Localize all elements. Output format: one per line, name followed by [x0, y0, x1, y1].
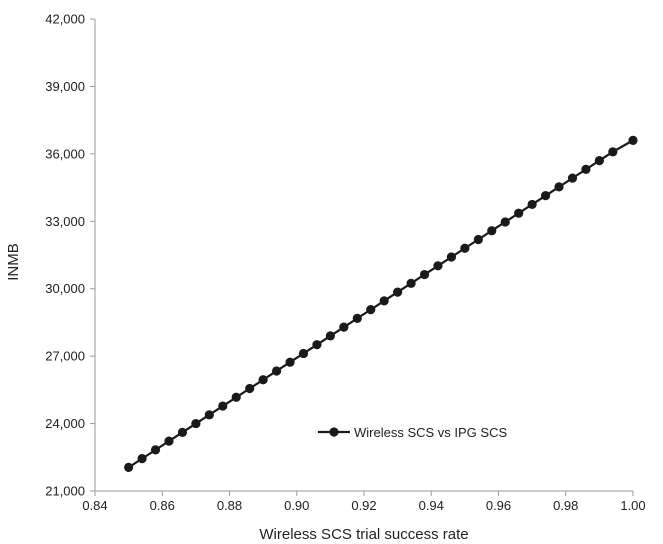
data-point	[325, 331, 335, 341]
data-point	[554, 182, 564, 192]
data-point	[527, 199, 537, 210]
y-tick-label: 42,000	[45, 12, 85, 27]
data-point	[271, 366, 282, 376]
y-tick-label: 21,000	[45, 484, 85, 499]
x-tick-label: 1.00	[620, 498, 645, 513]
legend-marker-swatch	[329, 427, 339, 437]
x-tick-label: 0.84	[82, 498, 107, 513]
data-point	[177, 427, 188, 437]
data-point	[540, 191, 551, 201]
y-tick-label: 33,000	[45, 214, 85, 229]
x-tick-label: 0.90	[284, 498, 309, 513]
data-point	[379, 296, 389, 306]
legend-entry-label: Wireless SCS vs IPG SCS	[354, 425, 507, 440]
x-tick-label: 0.94	[419, 498, 444, 513]
axes	[94, 19, 633, 492]
data-point	[312, 340, 322, 350]
data-point	[514, 208, 524, 218]
data-point	[500, 217, 510, 227]
y-tick-label: 39,000	[45, 79, 85, 94]
data-point	[567, 173, 578, 183]
data-point	[285, 357, 295, 367]
data-point	[406, 278, 416, 288]
data-point	[150, 445, 161, 455]
x-axis-title: Wireless SCS trial success rate	[259, 526, 468, 543]
data-point	[594, 156, 604, 166]
x-tick-label: 0.86	[150, 498, 175, 513]
data-point	[473, 234, 483, 245]
data-point	[419, 269, 430, 280]
y-axis-tick-labels: 21,000 24,000 27,000 30,000 33,000 36,000 39,0…	[45, 12, 95, 499]
data-point	[352, 313, 362, 323]
y-axis-title: INMB	[5, 243, 22, 281]
data-point	[298, 348, 309, 359]
data-point	[581, 164, 591, 174]
data-point	[339, 322, 349, 332]
legend: Wireless SCS vs IPG SCS	[318, 425, 507, 440]
data-point	[487, 226, 497, 236]
data-point	[164, 436, 174, 446]
y-tick-label: 27,000	[45, 349, 85, 364]
data-point	[258, 375, 268, 385]
data-point	[608, 147, 618, 157]
data-point	[393, 287, 403, 297]
data-point	[231, 392, 241, 402]
data-point	[460, 243, 470, 253]
data-point	[245, 383, 255, 394]
series-layer	[124, 135, 638, 472]
x-tick-label: 0.88	[217, 498, 242, 513]
y-tick-label: 36,000	[45, 146, 85, 161]
y-tick-label: 24,000	[45, 416, 85, 431]
x-tick-label: 0.96	[486, 498, 511, 513]
data-point	[204, 410, 214, 420]
x-tick-label: 0.98	[553, 498, 578, 513]
data-point	[218, 401, 228, 411]
data-point	[628, 135, 638, 145]
x-axis-tick-labels: 0.84 0.86 0.88 0.90 0.92 0.94 0.96 0.98 1.00	[82, 491, 646, 513]
data-point	[446, 252, 457, 262]
y-tick-label: 30,000	[45, 281, 85, 296]
data-point	[433, 261, 443, 271]
data-point	[124, 462, 134, 472]
data-point	[191, 418, 201, 429]
x-tick-label: 0.92	[351, 498, 376, 513]
data-point	[137, 454, 147, 464]
data-point	[366, 305, 376, 315]
